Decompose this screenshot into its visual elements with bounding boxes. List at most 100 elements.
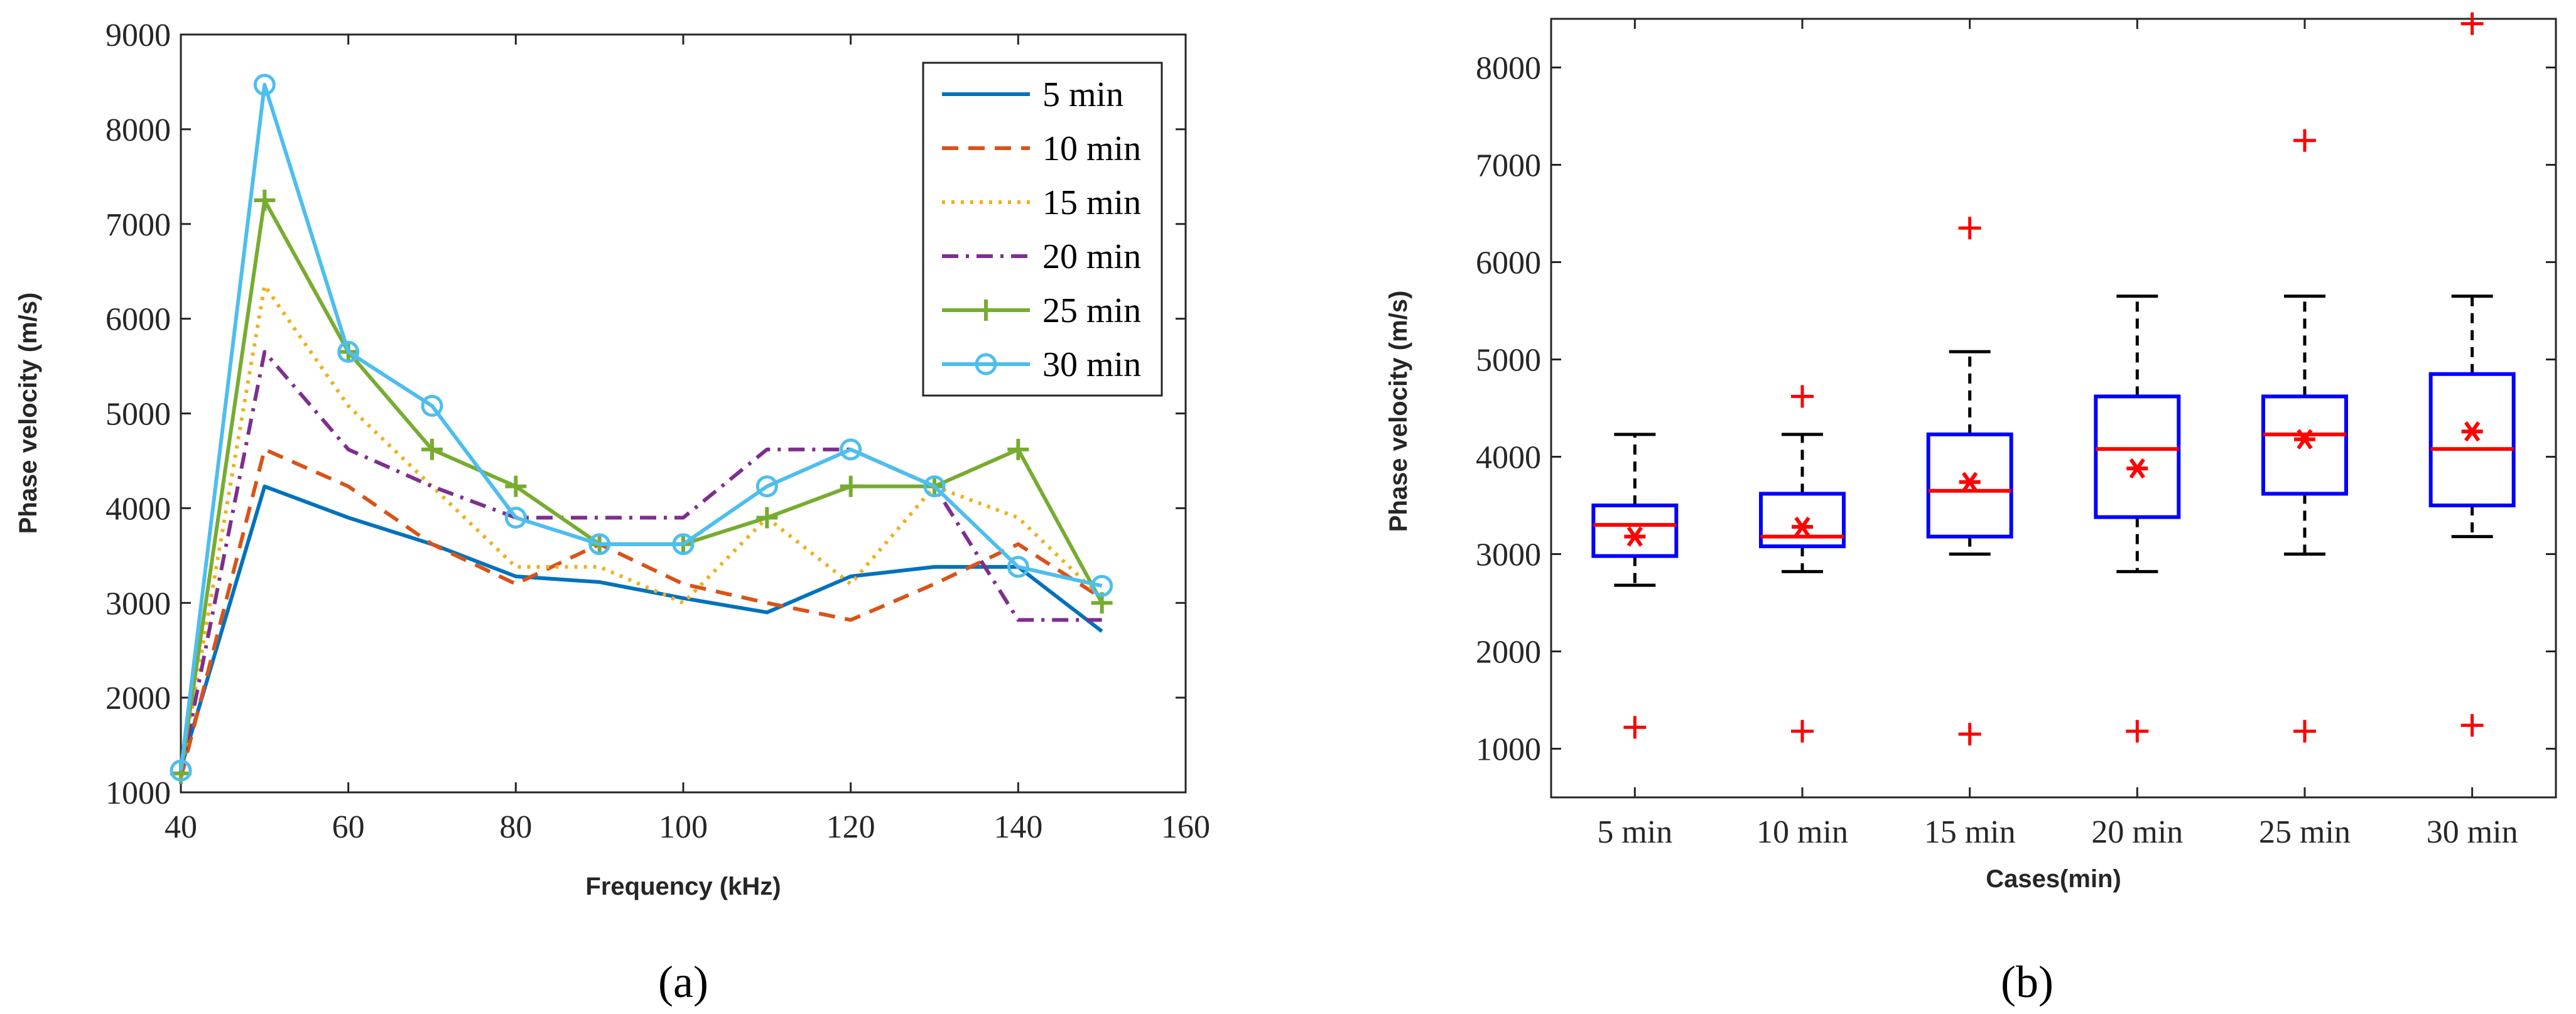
series-line-30-min [179,82,1103,771]
series-marker-30-min [253,73,276,96]
y-tick-label: 1000 [106,775,171,811]
legend-marker [975,299,997,321]
box-20-min [2094,294,2181,743]
legend-box [922,62,1163,397]
line-chart-y-ticks: 1000 2000 3000 4000 5000 6000 7000 8000 9000 [106,18,1186,811]
box-iqr [2094,394,2181,519]
box-10-min [1759,385,1846,743]
y-tick-label: 2000 [1476,635,1541,671]
x-tick-label: 30 min [2427,814,2518,850]
mean-marker [1792,516,1813,537]
box-plot-x-ticks: 5 min 10 min 15 min 20 min 25 min 30 min [1597,19,2518,850]
outlier-marker [2460,12,2484,35]
mean-marker-stroke [1962,472,1978,492]
series-marker-25-min [254,190,276,212]
line-chart-series-group [170,73,1113,784]
series-marker-30-min [1091,574,1113,597]
legend-label: 5 min [1042,75,1123,114]
x-tick-label: 20 min [2091,814,2183,850]
series-marker-25-min [756,507,778,529]
outlier-marker [2126,720,2149,743]
outlier-marker [1791,720,1814,743]
box-plot-y-ticks: 1000 2000 3000 4000 5000 6000 7000 8000 [1476,51,2556,768]
line-chart-panel-a: 1000 2000 3000 4000 5000 6000 7000 8000 9000 40 6… [14,18,1210,900]
y-tick-label: 1000 [1476,732,1541,768]
mean-marker [2294,429,2315,450]
mean-marker-stroke [2129,458,2145,479]
legend-label: 20 min [1042,237,1141,276]
box-plot-y-axis-label: Phase velocity (m/s) [1385,291,1412,532]
series-marker-25-min [1007,438,1029,460]
box-plot-boxes-group [1591,12,2516,746]
y-tick-label: 6000 [1476,245,1541,281]
box-plot-x-axis-label: Cases(min) [1986,865,2121,893]
x-tick-label: 10 min [1756,814,1848,850]
y-tick-label: 9000 [106,18,171,53]
mean-marker-stroke [1794,516,1810,537]
outlier-marker [1791,385,1814,408]
y-tick-label: 5000 [106,397,171,433]
mean-marker [2461,421,2483,442]
series-line-5-min [179,484,1103,770]
box-25-min [2261,129,2348,743]
box-iqr [1591,504,1679,558]
box-iqr [1926,432,2013,539]
y-tick-label: 4000 [1476,440,1541,476]
series-marker-30-min [588,533,611,556]
line-chart-x-axis-label: Frequency (kHz) [585,873,781,900]
x-tick-label: 60 [332,809,365,845]
x-tick-label: 160 [1161,809,1210,845]
box-plot-panel-b: 1000 2000 3000 4000 5000 6000 7000 8000 5 min 10… [1385,12,2557,893]
series-marker-25-min [505,475,527,497]
outlier-marker [1958,723,1981,746]
line-chart-y-axis-label: Phase velocity (m/s) [14,293,42,534]
y-tick-label: 8000 [106,112,171,148]
series-marker-30-min [337,340,360,363]
mean-marker [1959,472,1981,492]
series-line-10-min [179,447,1103,779]
x-tick-label: 100 [659,809,708,845]
y-tick-label: 8000 [1476,51,1541,87]
y-tick-label: 5000 [1476,343,1541,379]
mean-marker-stroke [2464,421,2481,442]
y-tick-label: 6000 [106,302,171,338]
y-tick-label: 3000 [106,586,171,622]
x-tick-label: 120 [826,809,875,845]
box-30-min [2428,12,2516,737]
y-tick-label: 2000 [106,681,171,716]
box-plot-axes-box [1550,18,2557,799]
x-tick-label: 25 min [2259,814,2351,850]
x-tick-label: 5 min [1597,814,1672,850]
box-iqr [2428,372,2516,507]
series-marker-30-min [170,759,192,782]
outlier-marker [2460,714,2484,737]
mean-marker [1624,526,1646,547]
series-marker-30-min [1007,556,1029,578]
series-marker-25-min [421,438,443,460]
mean-marker-stroke [1626,526,1643,547]
caption-b: (b) [2001,957,2054,1007]
legend-marker [975,353,997,375]
legend-label: 25 min [1042,291,1141,330]
outlier-marker [2293,129,2316,152]
x-tick-label: 140 [993,809,1042,845]
y-tick-label: 4000 [106,491,171,527]
line-chart-legend: 5 min 10 min 15 min 20 min 25 min 30 min [922,62,1163,397]
series-marker-30-min [755,475,778,498]
mean-marker [2126,458,2148,479]
outlier-marker [1623,716,1647,739]
series-marker-30-min [672,533,695,556]
outlier-marker [2293,720,2316,743]
legend-label: 15 min [1042,183,1141,222]
series-marker-30-min [504,506,527,529]
caption-a: (a) [658,957,708,1007]
y-tick-label: 7000 [106,207,171,243]
legend-label: 30 min [1042,345,1141,384]
box-iqr [1759,492,1846,549]
box-iqr [2261,394,2348,496]
x-tick-label: 40 [165,809,197,845]
x-tick-label: 80 [499,809,532,845]
series-marker-30-min [421,394,443,417]
box-15-min [1926,217,2013,746]
